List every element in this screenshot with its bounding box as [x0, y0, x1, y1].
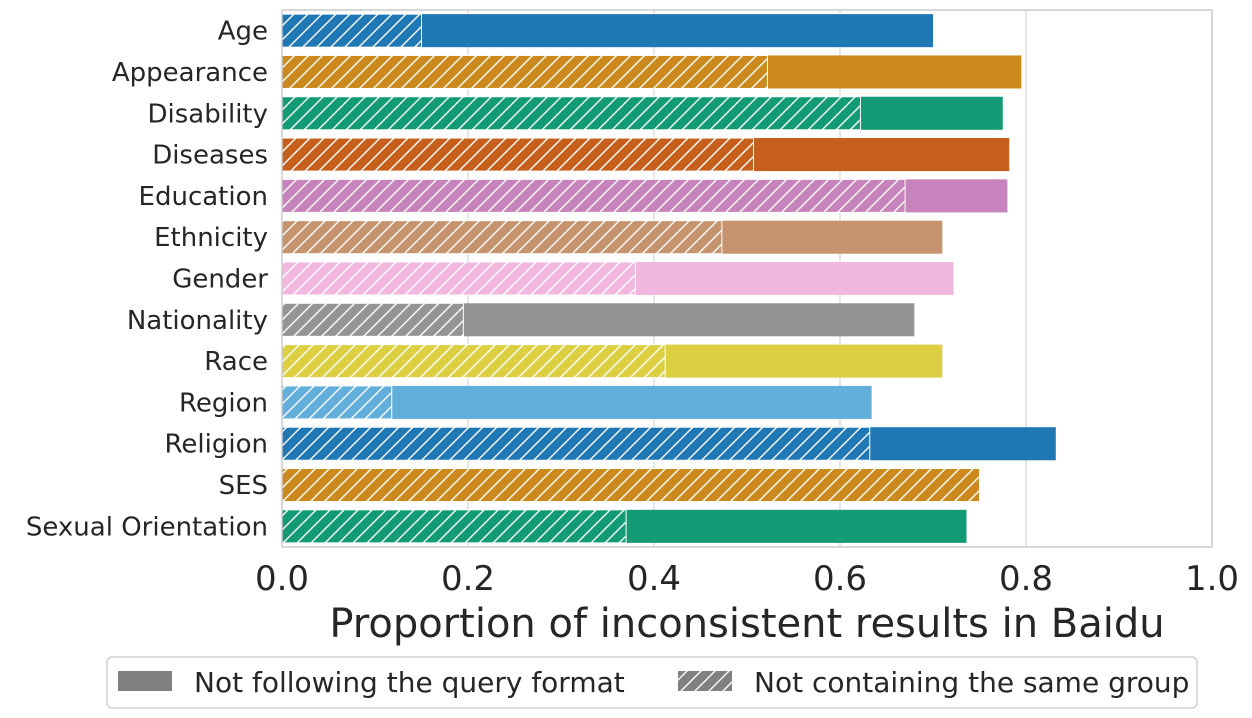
category-label: Ethnicity — [154, 223, 268, 253]
bar-hatch — [281, 261, 636, 296]
bar-hatch — [281, 178, 906, 213]
bar-hatch — [281, 509, 627, 544]
legend-frame — [106, 656, 1198, 709]
category-label: Religion — [165, 430, 268, 460]
x-tick-label: 0.2 — [441, 559, 495, 599]
bar-hatch — [281, 385, 393, 420]
bar-hatch — [281, 96, 861, 131]
category-label: Region — [179, 388, 268, 418]
category-label: Appearance — [112, 58, 268, 88]
x-tick-label: 0.4 — [627, 559, 681, 599]
category-label: SES — [219, 471, 268, 501]
plot-frame — [281, 9, 1213, 548]
bar-hatch — [281, 468, 980, 503]
bar-hatch — [281, 54, 768, 89]
category-label: Age — [218, 17, 268, 47]
legend-label-solid: Not following the query format — [194, 666, 625, 699]
legend-swatch-solid — [118, 671, 172, 691]
category-label: Nationality — [127, 306, 268, 336]
bar-hatch — [281, 137, 755, 172]
x-tick-label: 0.8 — [999, 559, 1053, 599]
bar-hatch — [281, 426, 871, 461]
bar-hatch — [281, 302, 464, 337]
bar-hatch — [281, 344, 666, 379]
category-label: Diseases — [152, 141, 268, 171]
bar-hatch — [281, 13, 422, 48]
category-label: Disability — [148, 99, 268, 129]
legend-swatch-hatch — [678, 671, 732, 691]
x-tick-label: 0.0 — [255, 559, 309, 599]
category-label: Education — [139, 182, 268, 212]
category-label: Gender — [172, 265, 268, 295]
x-tick-label: 0.6 — [813, 559, 867, 599]
legend: Not following the query format Not conta… — [106, 656, 1198, 709]
x-axis-title: Proportion of inconsistent results in Ba… — [329, 601, 1164, 647]
bar-hatch — [281, 220, 723, 255]
category-label: Race — [204, 347, 268, 377]
legend-label-hatch: Not containing the same group — [754, 666, 1189, 699]
x-tick-label: 1.0 — [1185, 559, 1239, 599]
category-label: Sexual Orientation — [26, 512, 268, 542]
